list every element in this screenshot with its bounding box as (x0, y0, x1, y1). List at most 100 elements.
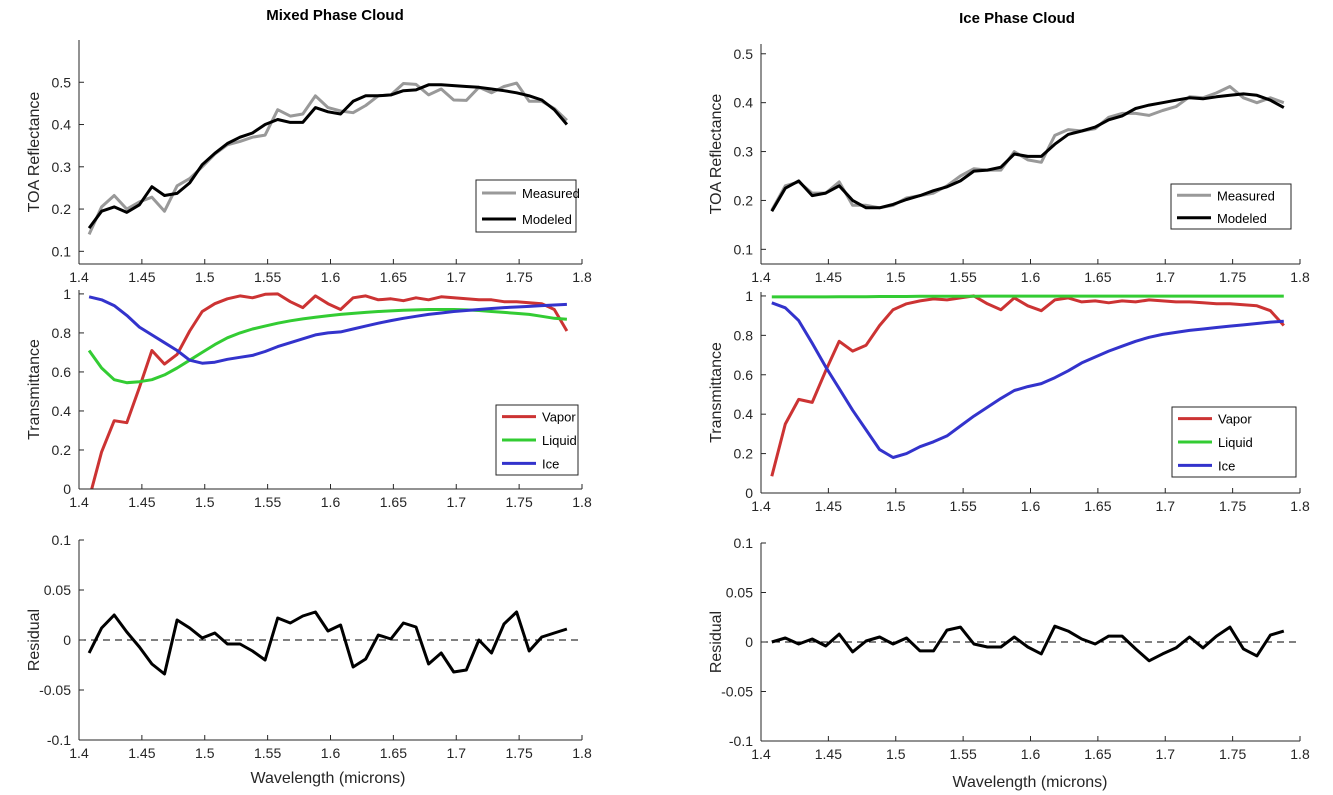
right-plot-2-vapor-line (770, 294, 1285, 477)
right-plot-2-y-tick-label: 0.8 (734, 327, 754, 343)
left-plot-3-x-tick-label: 1.5 (195, 745, 215, 761)
right-plot-2-x-tick-label: 1.65 (1084, 498, 1111, 514)
right-plot-1-x-tick-label: 1.55 (950, 269, 977, 285)
right-plot-1-y-tick-label: 0.2 (734, 192, 754, 208)
left-plot-1-y-tick-label: 0.3 (52, 159, 72, 175)
right-plot-3-x-tick-label: 1.5 (886, 746, 906, 762)
left-plot-1-x-tick-label: 1.4 (69, 269, 89, 285)
right-plot-2-x-tick-label: 1.7 (1156, 498, 1176, 514)
right-plot-2-y-tick-label: 0 (745, 485, 753, 501)
left-plot-2-ice-line (88, 295, 567, 365)
right-plot-3-x-tick-label: 1.4 (751, 746, 771, 762)
left-plot-2-liquid-line (87, 308, 568, 385)
right-plot-3-y-tick-label: 0.05 (726, 585, 753, 601)
left-plot-3-x-tick-label: 1.6 (321, 745, 341, 761)
left-plot-3-x-tick-label: 1.55 (254, 745, 281, 761)
right-plot-2-legend-label-liquid: Liquid (1218, 435, 1253, 450)
right-plot-1-legend-label-measured: Measured (1217, 188, 1275, 203)
right-plot-1-y-tick-label: 0.4 (734, 95, 754, 111)
left-plot-2-legend-label-vapor: Vapor (542, 410, 576, 425)
left-plot-1-x-tick-label: 1.8 (572, 269, 592, 285)
right-plot-1-x-tick-label: 1.8 (1290, 269, 1310, 285)
right-x-axis-label: Wavelength (microns) (952, 774, 1107, 791)
left-plot-1-modeled-line (87, 83, 569, 229)
right-plot-3-y-tick-label: 0 (745, 634, 753, 650)
left-plot-3-x-tick-label: 1.75 (506, 745, 533, 761)
right-plot-2-y-tick-label: 0.6 (734, 367, 754, 383)
right-plot-2-x-tick-label: 1.75 (1219, 498, 1246, 514)
right-plot-2-legend-label-vapor: Vapor (1218, 412, 1252, 427)
right-plot-2-x-tick-label: 1.6 (1021, 498, 1041, 514)
left-plot-2-y-axis-label: Transmittance (26, 339, 43, 440)
right-plot-1-y-tick-label: 0.3 (734, 144, 754, 160)
left-chart-title: Mixed Phase Cloud (266, 7, 404, 24)
left-plot-2-y-tick-label: 0 (63, 481, 71, 497)
left-plot-3-y-tick-label: -0.05 (39, 682, 71, 698)
left-plot-2-x-tick-label: 1.4 (69, 494, 89, 510)
right-plot-1-y-axis-label: TOA Reflectance (708, 94, 725, 215)
right-plot-3-x-tick-label: 1.65 (1084, 746, 1111, 762)
left-plot-3-y-tick-label: 0.1 (52, 532, 72, 548)
right-plot-2-x-tick-label: 1.4 (751, 498, 771, 514)
left-plot-3-x-tick-label: 1.8 (572, 745, 592, 761)
left-plot-3-x-tick-label: 1.45 (128, 745, 155, 761)
right-plot-3-x-tick-label: 1.75 (1219, 746, 1246, 762)
left-plot-2-y-tick-label: 0.8 (52, 325, 72, 341)
right-plot-2-y-tick-label: 1 (745, 288, 753, 304)
right-plot-1-y-tick-label: 0.1 (734, 241, 754, 257)
left-plot-1-x-tick-label: 1.65 (380, 269, 407, 285)
left-plot-1-y-axis-label: TOA Reflectance (26, 92, 43, 213)
right-plot-3-x-tick-label: 1.8 (1290, 746, 1310, 762)
left-plot-3-x-tick-label: 1.4 (69, 745, 89, 761)
right-plot-3-x-tick-label: 1.7 (1156, 746, 1176, 762)
right-plot-1-x-tick-label: 1.6 (1021, 269, 1041, 285)
left-plot-2-y-tick-label: 0.6 (52, 364, 72, 380)
left-plot-1-x-tick-label: 1.5 (195, 269, 215, 285)
left-plot-1-y-tick-label: 0.4 (52, 117, 72, 133)
right-plot-2-ice-line (771, 301, 1284, 459)
left-plot-3-residual-line (87, 610, 568, 676)
right-plot-1-x-tick-label: 1.75 (1219, 269, 1246, 285)
left-plot-2-legend-label-ice: Ice (542, 456, 559, 471)
right-plot-1-x-tick-label: 1.4 (751, 269, 771, 285)
left-plot-2-y-tick-label: 0.2 (52, 442, 72, 458)
right-plot-2-y-tick-label: 0.4 (734, 406, 754, 422)
left-plot-1-x-tick-label: 1.45 (128, 269, 155, 285)
right-plot-1-legend-box (1170, 183, 1292, 230)
left-plot-1-x-tick-label: 1.55 (254, 269, 281, 285)
right-plot-2-x-tick-label: 1.45 (815, 498, 842, 514)
left-x-axis-label: Wavelength (microns) (250, 770, 405, 787)
left-plot-1-y-tick-label: 0.2 (52, 201, 72, 217)
right-plot-2-x-tick-label: 1.5 (886, 498, 906, 514)
left-plot-2-y-tick-label: 1 (63, 286, 71, 302)
left-plot-3-y-axis-label: Residual (26, 609, 43, 671)
left-plot-2-legend-label-liquid: Liquid (542, 433, 577, 448)
left-plot-3-x-tick-label: 1.65 (380, 745, 407, 761)
right-plot-3-y-tick-label: 0.1 (734, 535, 754, 551)
right-plot-2-y-axis-label: Transmittance (708, 342, 725, 443)
right-plot-2-y-tick-label: 0.2 (734, 446, 754, 462)
left-plot-1-legend-box (475, 179, 577, 233)
left-plot-1-legend-label-modeled: Modeled (522, 212, 572, 227)
right-plot-3-x-tick-label: 1.45 (815, 746, 842, 762)
right-plot-1-x-tick-label: 1.7 (1156, 269, 1176, 285)
left-plot-3-y-tick-label: 0.05 (44, 582, 71, 598)
left-plot-3-x-tick-label: 1.7 (447, 745, 467, 761)
left-plot-2-x-tick-label: 1.8 (572, 494, 592, 510)
left-plot-1-x-tick-label: 1.7 (447, 269, 467, 285)
right-plot-3-y-tick-label: -0.05 (721, 684, 753, 700)
left-plot-2-x-tick-label: 1.65 (380, 494, 407, 510)
right-plot-2-x-tick-label: 1.55 (950, 498, 977, 514)
right-chart-title: Ice Phase Cloud (959, 10, 1075, 27)
left-plot-2-x-tick-label: 1.5 (195, 494, 215, 510)
left-plot-2-vapor-line (90, 292, 569, 489)
right-plot-3-y-axis-label: Residual (708, 611, 725, 673)
right-plot-1-x-tick-label: 1.65 (1084, 269, 1111, 285)
left-plot-2-x-tick-label: 1.45 (128, 494, 155, 510)
left-plot-2-y-tick-label: 0.4 (52, 403, 72, 419)
left-plot-2-x-tick-label: 1.75 (506, 494, 533, 510)
left-plot-1-x-tick-label: 1.75 (506, 269, 533, 285)
right-plot-3-residual-line (771, 624, 1285, 663)
right-plot-2-legend-label-ice: Ice (1218, 458, 1235, 473)
